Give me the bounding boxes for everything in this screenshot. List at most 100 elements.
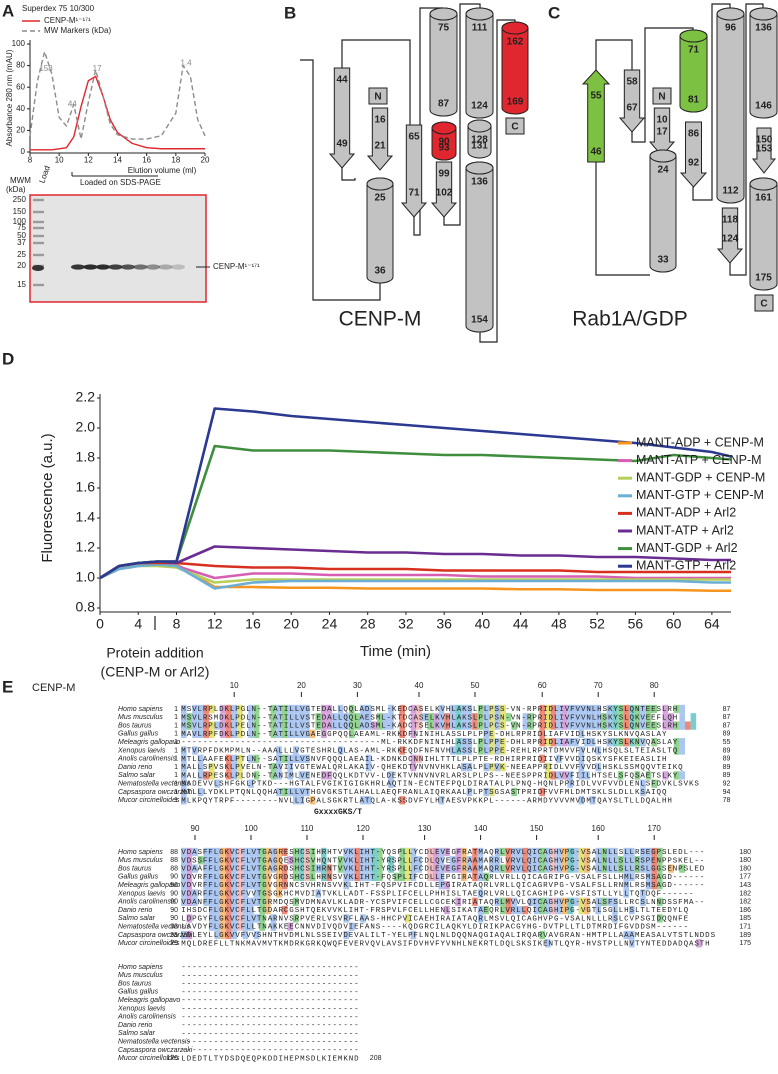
ruler-label: 10 (230, 681, 239, 690)
residue-shade (377, 872, 383, 882)
residue-shade (545, 738, 551, 747)
residue-shade (203, 713, 209, 722)
residue-shade (623, 847, 629, 857)
residue-shade (533, 897, 540, 906)
residue-shade (259, 856, 265, 865)
residue-shade (690, 721, 697, 730)
residue-shade (634, 721, 641, 730)
residue-shade (225, 914, 232, 923)
residue-shade (281, 721, 288, 730)
residue-label: 87 (438, 99, 450, 110)
strand (751, 127, 777, 174)
residue-shade (181, 796, 187, 805)
residue-shade (265, 881, 271, 890)
gel-band (171, 264, 185, 270)
residue-shade (550, 713, 557, 722)
residue-shade (343, 864, 349, 873)
x-axis-title: Time (min) (360, 643, 431, 660)
residue-shade (561, 856, 568, 865)
residue-shade (505, 713, 512, 722)
residue-shade (449, 713, 456, 722)
residue-shade (209, 922, 215, 931)
species-name: Anolis carolinensis (117, 1014, 176, 1021)
residue-shade (522, 721, 529, 730)
residue-shade (483, 787, 489, 797)
residue-shade (237, 889, 243, 898)
residue-shade (349, 713, 355, 722)
connector (479, 19, 516, 343)
ruler-label: 120 (356, 824, 370, 833)
y-tick-label: 0.8 (76, 599, 96, 615)
residue-label: 55 (590, 91, 602, 102)
seq-end: 182 (739, 890, 751, 897)
marker-band (33, 198, 44, 202)
residue-shade (203, 847, 209, 857)
gel-image (29, 194, 207, 303)
residue-shade (517, 847, 523, 857)
residue-shade (567, 713, 573, 722)
residue-shade (225, 881, 232, 890)
residue-shade (276, 872, 282, 882)
residue-shade (253, 771, 260, 780)
residue-shade (186, 872, 193, 882)
residue-shade (584, 864, 590, 873)
panel-labels: A B C D E (2, 1, 560, 696)
gel-band (83, 264, 98, 270)
residue-shade (405, 856, 411, 865)
residue-shade (270, 864, 277, 873)
seq-end: 89 (723, 764, 731, 771)
residue-shade (539, 704, 545, 714)
residue-shade (293, 729, 299, 739)
residue-shade (298, 872, 305, 882)
connector (595, 39, 633, 70)
gel-band (121, 264, 135, 270)
residue-label: 81 (688, 95, 700, 106)
residue-shade (606, 713, 613, 722)
residue-shade (293, 754, 299, 763)
residue-shade (517, 905, 523, 915)
residue-shade (337, 721, 344, 730)
helix-cap (749, 177, 778, 191)
residue-shade (444, 847, 450, 857)
sequence: VDANFFLGKVCFLVTGRMDQSMVDMNAVLKLADR-YCSPV… (181, 899, 705, 907)
x-tick-label: 56 (628, 615, 644, 631)
residue-shade (511, 787, 517, 797)
residue-shade (365, 796, 372, 805)
residue-shade (237, 872, 243, 882)
residue-shade (181, 771, 187, 780)
residue-shade (253, 914, 260, 923)
sequence: IHSDCFLGKVCFLLTGDARCGSHTQEKVVKLIHT-FRSPV… (181, 907, 689, 915)
connector (729, 3, 764, 276)
residue-shade (242, 864, 249, 873)
residue-shade (276, 889, 282, 898)
residue-shade (365, 704, 372, 714)
residue-shade (237, 864, 243, 873)
residue-shade (248, 864, 254, 873)
residue-shade (595, 713, 601, 722)
y-tick-label: 40 (16, 104, 25, 113)
residue-shade (265, 897, 271, 906)
connector (300, 59, 381, 301)
residue-shade (287, 704, 293, 714)
residue-shade (377, 721, 383, 730)
residue-shade (444, 864, 450, 873)
species-name: Gallus gallus (118, 731, 159, 738)
residue-shade (197, 713, 204, 722)
residue-shade (629, 856, 635, 865)
residue-shade (181, 721, 187, 730)
residue-shade (522, 905, 529, 915)
residue-shade (489, 738, 495, 747)
residue-shade (371, 856, 377, 865)
residue-label: 71 (408, 188, 420, 199)
residue-shade (181, 787, 187, 797)
panel-label: D (2, 349, 14, 368)
helix-cap (716, 7, 745, 21)
residue-shade (584, 738, 590, 747)
residue-shade (612, 914, 618, 923)
peak-label: 17 (93, 64, 102, 73)
residue-shade (181, 930, 187, 940)
residue-shade (539, 847, 545, 857)
annotation: (CENP-M or Arl2) (101, 664, 210, 680)
residue-shade (365, 762, 372, 772)
